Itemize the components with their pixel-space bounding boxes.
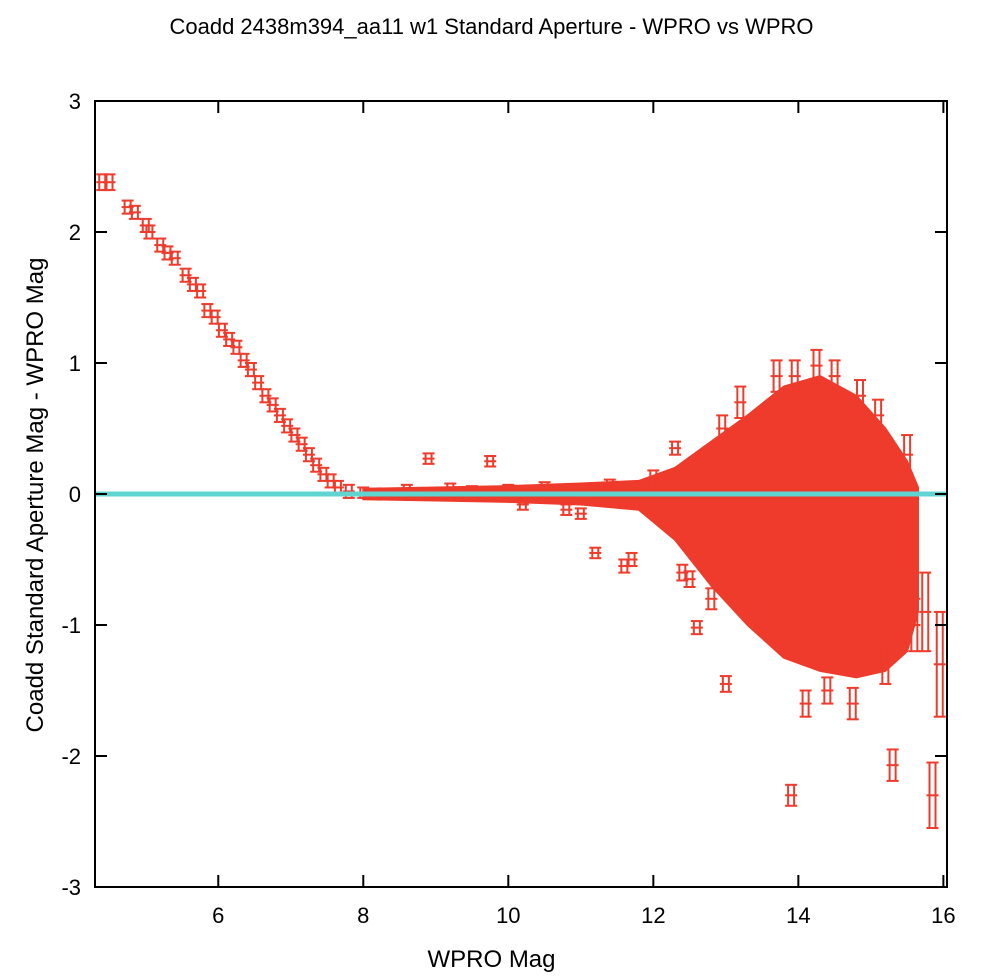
data-point: [484, 455, 497, 468]
x-tick-label: 16: [931, 903, 955, 928]
data-point: [252, 375, 265, 391]
data-point: [770, 359, 783, 393]
data-point: [186, 276, 199, 292]
data-point: [560, 503, 573, 516]
x-tick-label: 12: [641, 903, 665, 928]
data-layer: [96, 173, 946, 830]
data-point: [734, 385, 747, 420]
data-point: [705, 587, 718, 611]
y-tick-label: 3: [69, 89, 81, 114]
data-point: [901, 434, 914, 476]
data-point: [879, 643, 892, 685]
data-point: [683, 570, 696, 589]
data-point: [179, 267, 192, 283]
y-tick-label: -1: [61, 613, 81, 638]
x-tick-label: 14: [786, 903, 810, 928]
data-point: [516, 498, 529, 511]
data-point: [574, 507, 587, 520]
data-point: [810, 348, 823, 383]
data-point: [919, 571, 932, 653]
y-tick-label: -3: [61, 875, 81, 900]
data-point: [785, 783, 798, 807]
data-point: [756, 595, 769, 629]
data-point: [168, 250, 181, 266]
x-tick-label: 8: [357, 903, 369, 928]
data-point: [853, 379, 866, 413]
data-point: [625, 551, 638, 568]
data-point: [846, 686, 859, 721]
x-axis-label: WPRO Mag: [427, 946, 556, 973]
data-point: [618, 558, 631, 574]
data-point: [719, 675, 732, 693]
data-point: [589, 546, 602, 560]
chart-title: Coadd 2438m394_aa11 w1 Standard Aperture…: [169, 14, 814, 39]
data-point: [933, 610, 946, 718]
data-point: [886, 748, 899, 782]
data-point: [143, 224, 156, 240]
x-tick-label: 10: [496, 903, 520, 928]
data-point: [788, 359, 801, 393]
y-tick-label: -2: [61, 744, 81, 769]
y-tick-label: 2: [69, 220, 81, 245]
data-point: [908, 597, 921, 653]
y-tick-label: 1: [69, 351, 81, 376]
data-point: [690, 620, 703, 636]
data-point: [194, 283, 207, 299]
data-point: [872, 398, 885, 433]
data-point: [324, 473, 337, 489]
data-point: [926, 761, 939, 830]
data-point: [716, 414, 729, 443]
data-point: [647, 469, 660, 493]
data-point: [223, 331, 236, 347]
data-point: [669, 440, 682, 456]
dense-region-0: [362, 375, 919, 679]
data-point: [799, 689, 812, 718]
data-point: [466, 485, 479, 498]
data-point: [828, 359, 841, 393]
data-point: [244, 362, 257, 378]
data-point: [821, 676, 834, 705]
data-point: [128, 204, 141, 220]
y-tick-label: 0: [69, 482, 81, 507]
data-point: [103, 173, 116, 192]
data-point: [422, 452, 435, 465]
data-point: [208, 309, 221, 325]
x-tick-label: 6: [212, 903, 224, 928]
